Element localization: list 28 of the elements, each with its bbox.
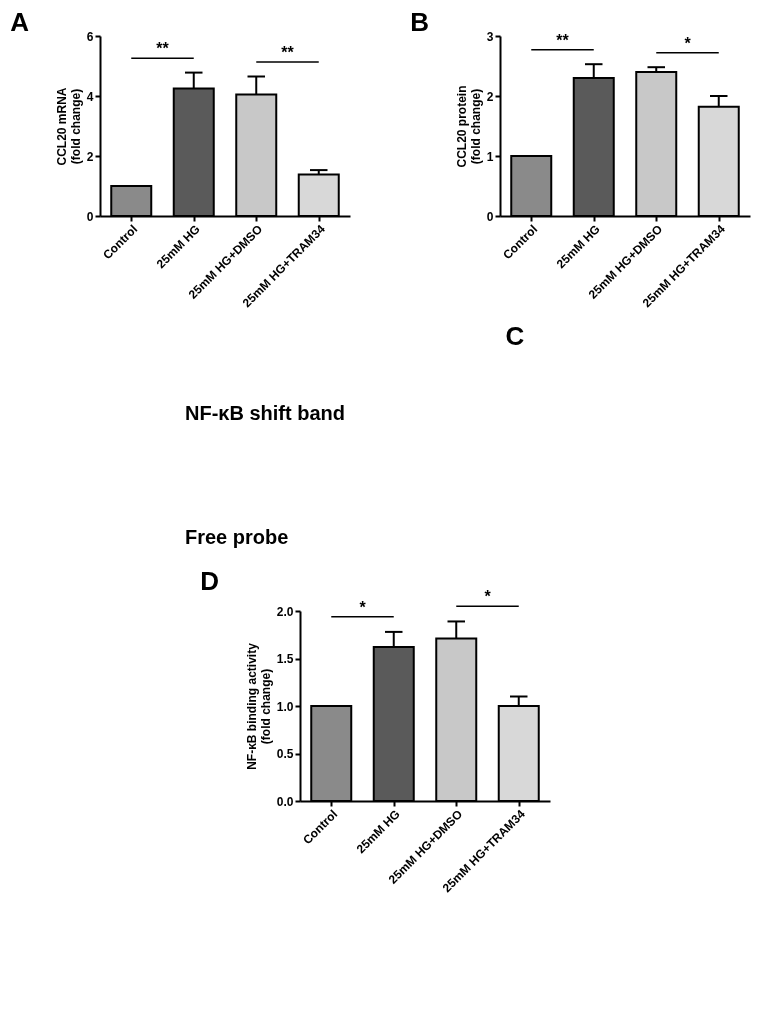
annotation: ** — [281, 44, 295, 62]
text: * — [484, 588, 492, 606]
y-axis-title: CCL20 mRNA (fold change) — [54, 87, 83, 166]
y-tick-label: 1.0 — [276, 699, 294, 714]
chart-title: B — [410, 7, 430, 37]
text: C — [505, 321, 525, 351]
chart-title: D — [200, 566, 220, 597]
annotation: * — [359, 598, 367, 616]
y-tick-label: 2 — [486, 89, 494, 104]
y-tick-label: 2 — [86, 149, 94, 164]
text: NF-κB shift band — [185, 402, 346, 424]
y-tick-label: 0 — [486, 209, 494, 224]
y-tick-label: 0.5 — [276, 747, 294, 761]
y-tick-label: 4 — [86, 89, 94, 104]
y-tick-label: 3 — [486, 29, 494, 44]
annotation: * — [684, 34, 692, 52]
y-tick-label: 1 — [486, 149, 494, 164]
annotation: ** — [156, 40, 170, 58]
y-tick-label: 1.5 — [276, 652, 294, 666]
chart-title: A — [10, 7, 30, 37]
y-tick-label: 0 — [86, 209, 94, 224]
y-tick-label: 2.0 — [276, 604, 294, 619]
y-axis-title: CCL20 protein (fold change) — [454, 85, 483, 168]
y-tick-label: 0.0 — [276, 794, 294, 809]
annotation: ** — [556, 31, 570, 49]
text: Free probe — [185, 526, 289, 548]
y-tick-label: 6 — [86, 29, 94, 44]
y-axis-title: NF-κB binding activity (fold change) — [244, 642, 273, 770]
